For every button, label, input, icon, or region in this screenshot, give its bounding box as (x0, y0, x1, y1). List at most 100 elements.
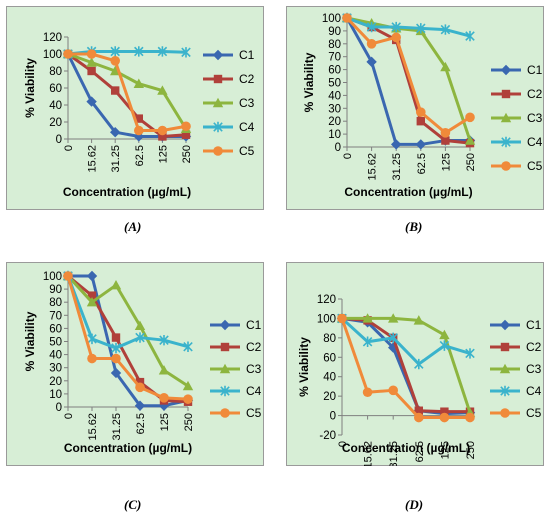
series-line (345, 16, 471, 135)
chart-panel-c: 0 10 20 30 40 50 60 70 80 90 100 0 15.62 31.25 62.5 125… (6, 262, 264, 466)
legend-swatch-marker (501, 161, 511, 171)
legend: C1 C2 C3 C4 C5 (203, 48, 255, 158)
legend-entry: C1 (246, 318, 262, 332)
y-tick-label: 90 (49, 284, 62, 296)
x-tick-label: 0 (337, 441, 349, 447)
data-point (182, 380, 194, 391)
legend-swatch-marker (213, 146, 223, 156)
data-point (465, 348, 475, 359)
legend-entry: C1 (526, 318, 542, 332)
y-axis-title: % Viability (23, 58, 37, 118)
y-tick-label: 10 (328, 129, 341, 141)
data-point (110, 56, 120, 66)
legend-entry: C5 (239, 144, 255, 158)
data-point (366, 39, 377, 49)
legend-swatch-marker (501, 89, 511, 99)
data-point (362, 313, 373, 323)
data-point (414, 406, 423, 415)
legend-swatch-marker (220, 408, 230, 418)
x-axis-title: Concentration (µg/mL) (342, 441, 470, 455)
legend-swatch-marker (500, 112, 512, 123)
legend-swatch-marker (212, 49, 224, 61)
y-tick-label: 60 (323, 352, 336, 364)
data-point (87, 353, 97, 364)
x-tick-label: 15.62 (87, 145, 99, 173)
x-tick-label: 15.62 (367, 153, 379, 181)
data-point (86, 49, 97, 59)
legend-swatch-marker (220, 385, 230, 397)
panel-label-c: (C) (124, 497, 142, 512)
legend-swatch-marker (212, 97, 224, 108)
data-point (414, 412, 424, 423)
data-point (362, 336, 373, 347)
panel-label-b: (B) (405, 219, 423, 234)
y-tick-label: 20 (328, 116, 341, 128)
data-point (413, 315, 424, 325)
data-point (134, 114, 143, 123)
x-tick-label: 31.25 (391, 153, 403, 181)
data-point (111, 353, 121, 364)
data-point (440, 128, 451, 138)
data-point (440, 407, 449, 416)
x-tick-label: 62.5 (135, 413, 147, 434)
data-point (388, 332, 398, 344)
x-tick-label: 31.25 (110, 145, 122, 173)
y-tick-label: 100 (322, 13, 341, 25)
y-tick-label: 0 (56, 134, 62, 146)
x-tick-label: 0 (342, 153, 354, 159)
y-tick-label: 40 (328, 90, 341, 102)
y-tick-label: -20 (319, 430, 336, 442)
data-point (135, 377, 145, 387)
y-tick-label: 70 (49, 310, 62, 322)
data-point (110, 127, 121, 138)
legend-swatch-marker (501, 136, 511, 148)
data-point (440, 24, 451, 35)
data-point (440, 61, 451, 72)
y-tick-label: 80 (49, 66, 62, 78)
chart-panel-b: 0 10 20 30 40 50 60 70 80 90 100 0 15.62 31.25 62.5 125… (286, 6, 544, 210)
data-point (183, 341, 193, 352)
legend-entry: C1 (527, 63, 543, 77)
y-tick-label: 100 (317, 313, 336, 325)
x-tick-label: 62.5 (414, 441, 426, 462)
y-tick-label: 60 (49, 323, 62, 335)
data-point (110, 367, 122, 379)
y-tick-label: 60 (49, 83, 62, 95)
y-tick-label: 20 (49, 117, 62, 129)
legend-entry: C4 (239, 120, 255, 134)
data-point (63, 49, 73, 59)
x-tick-label: 125 (439, 441, 451, 459)
legend-swatch-marker (500, 342, 510, 352)
data-point (157, 125, 168, 136)
data-point (86, 270, 98, 282)
legend-entry: C1 (239, 48, 255, 62)
legend-swatch-marker (500, 408, 510, 418)
legend-swatch-marker (499, 319, 511, 331)
data-point (110, 279, 122, 290)
data-point (465, 412, 475, 423)
y-tick-label: 120 (317, 294, 336, 306)
x-tick-label: 250 (183, 413, 195, 431)
data-point (87, 66, 96, 76)
data-point (366, 21, 377, 33)
x-axis-title: Concentration (µg/mL) (344, 185, 472, 199)
data-point (181, 121, 191, 132)
y-tick-label: 90 (328, 26, 341, 38)
y-tick-label: 70 (328, 52, 341, 64)
legend-swatch-marker (500, 64, 512, 76)
y-tick-label: 0 (330, 411, 336, 423)
x-tick-label: 62.5 (416, 153, 428, 174)
data-point (441, 136, 450, 145)
y-tick-label: 60 (328, 65, 341, 77)
legend-entry: C2 (527, 87, 543, 101)
x-tick-label: 125 (157, 145, 169, 163)
chart-background (6, 262, 264, 466)
data-point (342, 13, 352, 23)
legend-entry: C3 (246, 362, 262, 376)
y-tick-label: 40 (323, 372, 336, 384)
data-point (134, 320, 146, 330)
y-tick-label: 20 (49, 376, 62, 388)
panel-label-d: (D) (405, 497, 424, 512)
legend-swatch-marker (219, 363, 231, 374)
